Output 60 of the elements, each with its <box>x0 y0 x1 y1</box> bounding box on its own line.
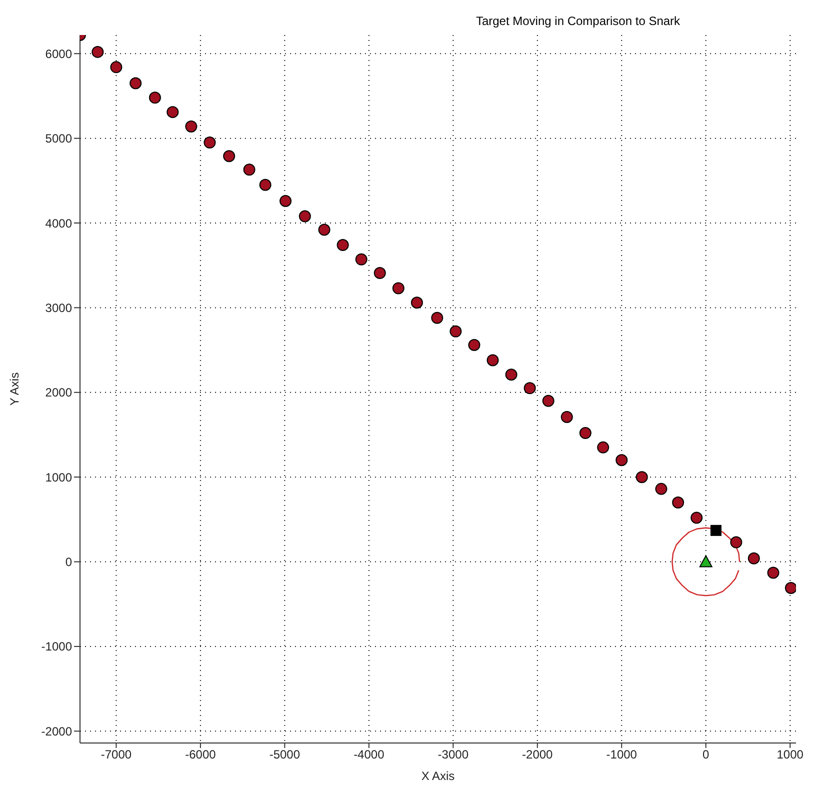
chart-title: Target Moving in Comparison to Snark <box>474 14 682 28</box>
y-tick-label: 0 <box>65 555 72 570</box>
point <box>784 582 796 594</box>
point <box>392 282 404 294</box>
y-tick-label: -2000 <box>41 724 72 738</box>
point <box>597 441 610 454</box>
x-tick-label: -5000 <box>269 748 300 762</box>
point <box>355 253 368 266</box>
point <box>410 296 423 309</box>
point <box>730 536 742 548</box>
point <box>468 338 480 351</box>
point <box>374 266 386 279</box>
point <box>166 106 179 118</box>
point <box>130 77 142 90</box>
point <box>699 555 712 568</box>
point <box>243 164 256 176</box>
point <box>110 61 122 74</box>
x-tick-label: -4000 <box>354 748 385 762</box>
point <box>318 224 330 236</box>
point <box>690 512 703 524</box>
point <box>223 150 236 162</box>
point <box>431 312 444 324</box>
x-tick-label: -1000 <box>606 748 638 762</box>
point <box>298 210 311 222</box>
x-tick-label: 1000 <box>776 748 804 762</box>
point <box>542 394 554 407</box>
x-axis-title: X Axis <box>421 769 455 783</box>
point <box>636 471 648 484</box>
y-tick-label: -1000 <box>41 640 72 654</box>
point <box>524 382 536 394</box>
x-tick-label: -2000 <box>522 748 554 762</box>
y-tick-label: 3000 <box>45 300 72 315</box>
point <box>579 427 592 440</box>
point <box>710 524 722 536</box>
y-tick-label: 1000 <box>45 470 72 484</box>
point <box>560 410 573 423</box>
x-tick-label: -3000 <box>438 748 469 762</box>
point <box>672 496 684 508</box>
y-tick-label: 4000 <box>45 216 72 230</box>
point <box>486 354 499 366</box>
point <box>148 92 161 104</box>
x-tick-label: 0 <box>702 748 710 762</box>
y-tick-label: 5000 <box>45 132 72 146</box>
y-tick-label: 6000 <box>45 46 72 61</box>
point <box>450 325 462 338</box>
x-tick-label: -7000 <box>100 748 132 762</box>
point <box>336 239 349 252</box>
point <box>616 454 628 466</box>
point <box>185 120 198 132</box>
y-tick-label: 2000 <box>45 386 72 400</box>
y-axis-title: Y Axis <box>7 372 22 406</box>
point <box>259 178 272 191</box>
point <box>280 194 292 207</box>
point <box>92 46 104 58</box>
point <box>204 136 216 149</box>
point <box>655 482 668 495</box>
x-tick-label: -6000 <box>185 748 216 762</box>
point <box>505 368 518 381</box>
point <box>748 552 760 564</box>
point <box>767 566 780 579</box>
